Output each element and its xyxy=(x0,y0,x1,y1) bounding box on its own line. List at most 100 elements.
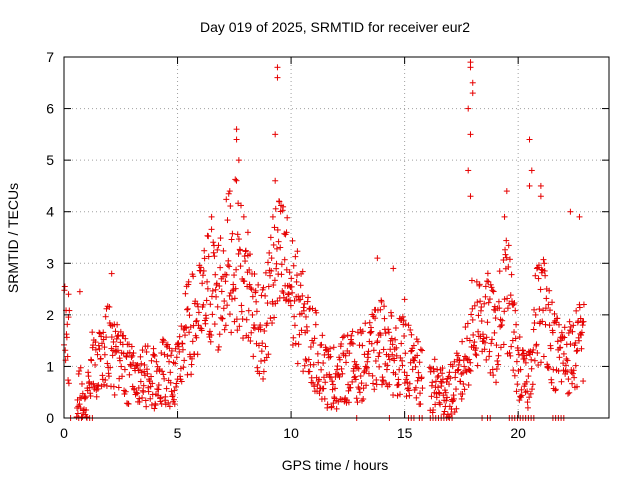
data-point xyxy=(569,380,576,387)
data-point xyxy=(88,357,95,364)
data-point xyxy=(291,297,298,304)
data-point xyxy=(465,381,472,388)
data-point xyxy=(289,341,296,348)
data-point xyxy=(358,380,365,387)
data-point xyxy=(465,105,472,112)
data-point xyxy=(580,318,587,325)
data-point xyxy=(85,373,92,380)
data-point xyxy=(314,381,321,388)
data-point xyxy=(290,262,297,269)
data-point xyxy=(136,398,143,405)
data-point xyxy=(539,318,546,325)
data-point xyxy=(213,293,220,300)
data-point xyxy=(235,250,242,257)
y-tick-label: 0 xyxy=(46,410,54,426)
data-point xyxy=(197,264,204,271)
data-point xyxy=(100,329,107,336)
data-point xyxy=(236,323,243,330)
data-point xyxy=(465,167,472,174)
data-point xyxy=(495,361,502,368)
data-point xyxy=(245,334,252,341)
data-point xyxy=(251,271,258,278)
data-point xyxy=(402,350,409,357)
data-point xyxy=(566,318,573,325)
data-point xyxy=(386,381,393,388)
data-point xyxy=(202,320,209,327)
data-point xyxy=(241,278,248,285)
data-point xyxy=(482,293,489,300)
data-point xyxy=(381,315,388,322)
data-point xyxy=(430,368,437,375)
data-point xyxy=(253,308,260,315)
data-point xyxy=(355,365,362,372)
data-point xyxy=(138,360,145,367)
data-point xyxy=(514,381,521,388)
data-point xyxy=(267,272,274,279)
data-point xyxy=(128,354,135,361)
data-point xyxy=(63,334,70,341)
data-point xyxy=(280,203,287,210)
data-point xyxy=(347,384,354,391)
data-point xyxy=(104,360,111,367)
data-point xyxy=(129,352,136,359)
data-point xyxy=(76,288,83,295)
data-point xyxy=(546,322,553,329)
data-point xyxy=(269,213,276,220)
data-point xyxy=(349,328,356,335)
data-point xyxy=(281,256,288,263)
data-point xyxy=(549,299,556,306)
y-tick-label: 4 xyxy=(46,204,54,220)
data-point xyxy=(172,360,179,367)
data-point xyxy=(547,345,554,352)
data-point xyxy=(362,320,369,327)
data-point xyxy=(288,283,295,290)
data-point xyxy=(449,363,456,370)
data-point xyxy=(549,329,556,336)
data-point xyxy=(532,272,539,279)
data-point xyxy=(467,131,474,138)
data-point xyxy=(551,310,558,317)
data-point xyxy=(115,384,122,391)
data-point xyxy=(370,380,377,387)
data-point xyxy=(537,182,544,189)
data-point xyxy=(511,372,518,379)
data-point xyxy=(226,311,233,318)
data-point xyxy=(508,343,515,350)
data-point xyxy=(386,356,393,363)
data-point xyxy=(379,381,386,388)
data-point xyxy=(167,369,174,376)
data-point xyxy=(267,315,274,322)
data-point xyxy=(333,405,340,412)
data-point xyxy=(110,338,117,345)
data-point xyxy=(178,378,185,385)
data-point xyxy=(385,353,392,360)
data-point xyxy=(511,300,518,307)
data-point xyxy=(541,260,548,267)
data-point xyxy=(376,349,383,356)
data-point xyxy=(467,359,474,366)
data-point xyxy=(439,370,446,377)
data-point xyxy=(248,286,255,293)
data-point xyxy=(569,328,576,335)
data-point xyxy=(238,302,245,309)
data-point xyxy=(139,394,146,401)
data-point xyxy=(237,247,244,254)
data-point xyxy=(252,287,259,294)
data-point xyxy=(576,213,583,220)
data-point xyxy=(528,356,535,363)
data-point xyxy=(375,353,382,360)
data-point xyxy=(570,367,577,374)
data-point xyxy=(245,307,252,314)
data-point xyxy=(523,352,530,359)
data-point xyxy=(270,241,277,248)
data-point xyxy=(258,348,265,355)
data-point xyxy=(212,271,219,278)
data-point xyxy=(155,382,162,389)
data-point xyxy=(328,403,335,410)
data-point xyxy=(499,317,506,324)
data-point xyxy=(234,231,241,238)
data-point xyxy=(412,363,419,370)
data-point xyxy=(225,190,232,197)
data-point xyxy=(112,343,119,350)
y-tick-label: 1 xyxy=(46,358,54,374)
